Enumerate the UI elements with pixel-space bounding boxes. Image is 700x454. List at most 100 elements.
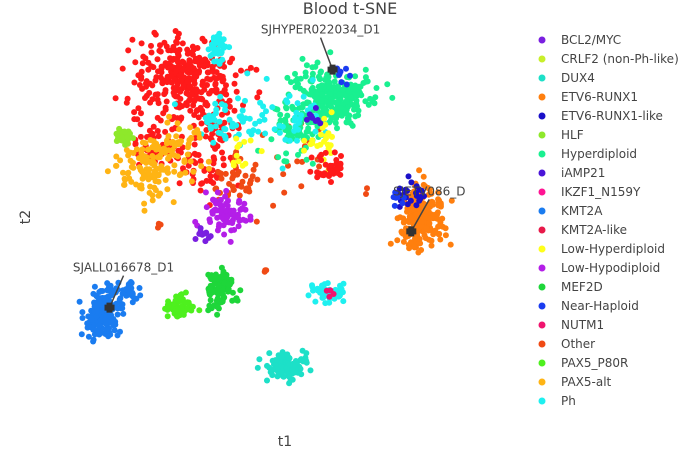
point-other[interactable] (153, 74, 160, 81)
point-etv6-runx1[interactable] (423, 208, 430, 215)
point-etv6-runx1[interactable] (420, 181, 427, 188)
point-pax5-alt[interactable] (136, 155, 142, 162)
point-other[interactable] (308, 154, 315, 161)
point-hyperdiploid[interactable] (334, 99, 341, 106)
point-etv6-runx1[interactable] (426, 186, 433, 193)
point-ph[interactable] (221, 132, 228, 139)
point-other[interactable] (267, 177, 274, 184)
point-hyperdiploid[interactable] (335, 83, 342, 90)
point-other[interactable] (294, 158, 301, 165)
point-pax5-alt[interactable] (127, 157, 134, 164)
point-iamp21[interactable] (309, 114, 316, 121)
point-ph[interactable] (262, 130, 269, 137)
point-pax5-alt[interactable] (121, 181, 127, 188)
point-other[interactable] (197, 187, 204, 194)
point-other[interactable] (220, 76, 227, 83)
point-etv6-runx1[interactable] (428, 237, 435, 244)
point-pax5-alt[interactable] (187, 124, 194, 131)
point-hlf[interactable] (130, 135, 137, 142)
point-kmt2a[interactable] (120, 310, 127, 317)
point-mef2d[interactable] (232, 296, 239, 303)
point-pax5-p80r[interactable] (172, 297, 179, 304)
point-kmt2a[interactable] (88, 315, 95, 322)
point-kmt2a[interactable] (96, 301, 102, 308)
point-ph[interactable] (269, 104, 276, 111)
point-other[interactable] (131, 79, 138, 86)
point-other[interactable] (219, 111, 225, 118)
point-near-haploid[interactable] (391, 202, 398, 209)
point-pax5-alt[interactable] (176, 126, 182, 133)
point-other[interactable] (192, 55, 199, 62)
point-other[interactable] (163, 98, 170, 105)
point-other[interactable] (207, 173, 214, 180)
point-pax5-alt[interactable] (139, 139, 146, 146)
point-mef2d[interactable] (237, 287, 244, 294)
point-mef2d[interactable] (228, 276, 235, 283)
point-ph[interactable] (242, 97, 248, 104)
point-other[interactable] (135, 105, 142, 112)
point-low-hypodiploid[interactable] (235, 223, 242, 230)
point-dux4[interactable] (279, 354, 285, 360)
legend-item[interactable]: KMT2A-like (538, 223, 628, 237)
point-low-hyperdiploid[interactable] (309, 140, 316, 147)
point-mef2d[interactable] (225, 281, 232, 288)
point-dux4[interactable] (266, 350, 273, 357)
point-pax5-alt[interactable] (121, 175, 128, 182)
legend-item[interactable]: Hyperdiploid (538, 147, 638, 161)
point-other[interactable] (328, 170, 335, 177)
point-other[interactable] (254, 94, 261, 101)
point-pax5-alt[interactable] (113, 153, 120, 160)
legend-item[interactable]: PAX5-alt (538, 375, 612, 389)
point-pax5-alt[interactable] (169, 151, 176, 157)
point-other[interactable] (178, 114, 185, 121)
point-other[interactable] (213, 69, 220, 76)
point-pax5-alt[interactable] (166, 113, 173, 120)
point-dux4[interactable] (256, 356, 263, 363)
point-other[interactable] (338, 153, 344, 159)
point-mef2d[interactable] (220, 268, 227, 275)
point-kmt2a[interactable] (96, 289, 103, 295)
point-other[interactable] (154, 96, 161, 103)
point-kmt2a[interactable] (111, 327, 118, 334)
point-pax5-alt[interactable] (174, 153, 181, 160)
point-hyperdiploid[interactable] (362, 66, 369, 73)
legend-item[interactable]: Ph (538, 394, 576, 408)
point-hyperdiploid[interactable] (268, 136, 275, 143)
point-low-hyperdiploid[interactable] (230, 159, 237, 166)
point-hyperdiploid[interactable] (316, 76, 323, 83)
point-ph[interactable] (207, 125, 214, 132)
point-other[interactable] (162, 89, 169, 96)
point-hyperdiploid[interactable] (284, 74, 291, 81)
point-mef2d[interactable] (215, 282, 222, 289)
point-other[interactable] (171, 87, 178, 94)
point-other[interactable] (197, 158, 204, 164)
point-other[interactable] (142, 80, 149, 87)
point-low-hyperdiploid[interactable] (323, 132, 330, 139)
point-pax5-alt[interactable] (187, 158, 194, 165)
point-iamp21[interactable] (314, 117, 321, 123)
point-other[interactable] (256, 89, 263, 96)
point-low-hypodiploid[interactable] (227, 238, 234, 245)
point-dux4[interactable] (307, 367, 314, 374)
point-pax5-alt[interactable] (117, 157, 124, 164)
point-other[interactable] (150, 123, 157, 130)
point-low-hypodiploid[interactable] (228, 227, 235, 234)
point-etv6-runx1[interactable] (425, 191, 432, 198)
point-pax5-alt[interactable] (143, 159, 150, 166)
point-ph[interactable] (210, 44, 217, 51)
point-other[interactable] (189, 43, 196, 50)
point-other[interactable] (213, 89, 220, 96)
point-hyperdiploid[interactable] (343, 93, 350, 100)
point-etv6-runx1[interactable] (415, 249, 422, 256)
point-pax5-alt[interactable] (104, 168, 111, 175)
point-kmt2a[interactable] (119, 290, 126, 297)
point-other[interactable] (322, 149, 329, 156)
point-kmt2a[interactable] (102, 317, 109, 324)
point-other[interactable] (233, 88, 240, 95)
point-hyperdiploid[interactable] (360, 80, 367, 86)
point-hyperdiploid[interactable] (318, 68, 324, 75)
point-low-hypodiploid[interactable] (212, 200, 219, 207)
point-other[interactable] (140, 53, 147, 60)
point-other[interactable] (227, 59, 233, 66)
point-other[interactable] (186, 83, 193, 90)
